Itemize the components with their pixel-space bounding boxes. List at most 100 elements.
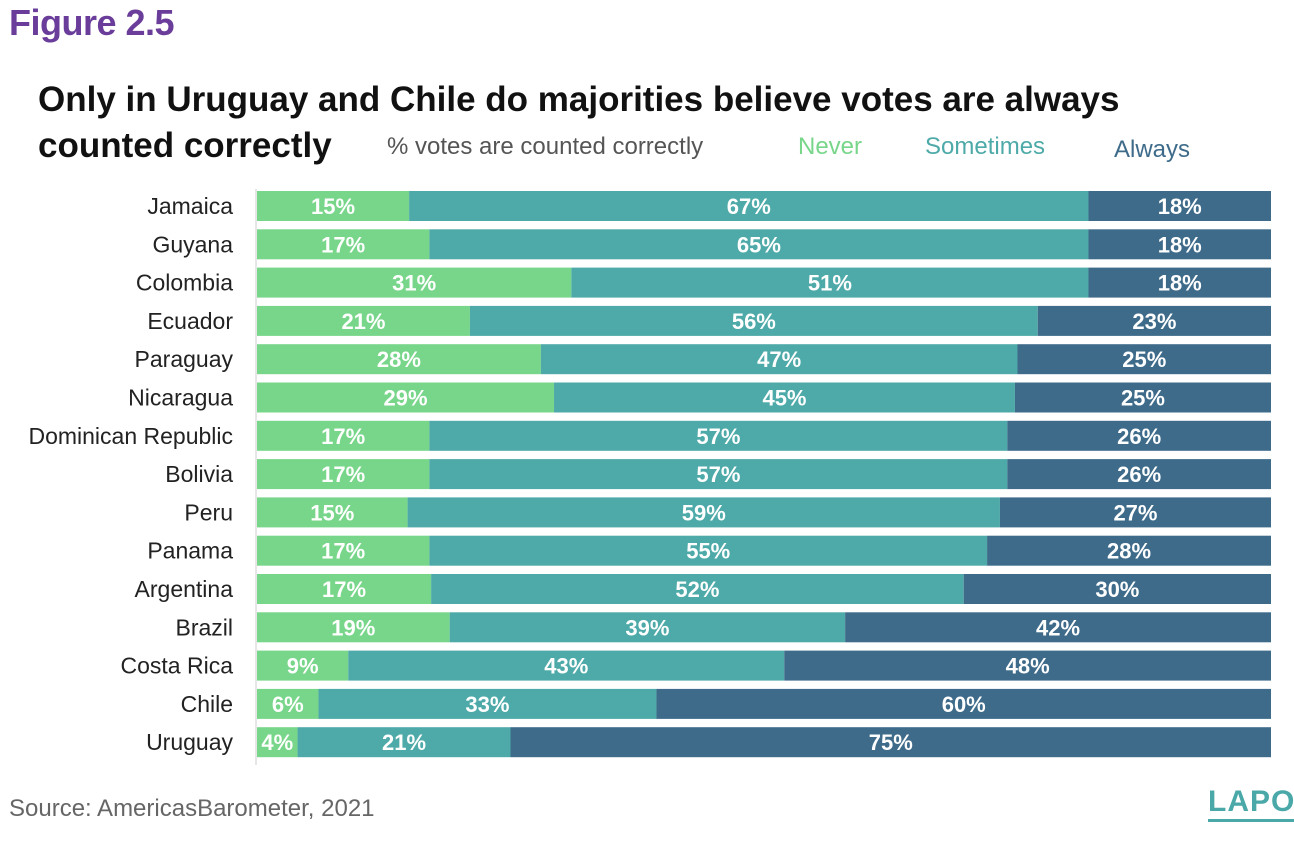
legend-item-sometimes: Sometimes <box>925 133 1046 160</box>
data-label: 4% <box>261 730 293 755</box>
data-label: 21% <box>382 730 426 755</box>
bar-segment-always <box>987 535 1271 566</box>
bar-segment-sometimes <box>571 267 1089 298</box>
data-label: 75% <box>869 730 913 755</box>
data-label: 18% <box>1158 194 1202 219</box>
data-label: 52% <box>675 577 719 602</box>
data-label: 31% <box>392 271 436 296</box>
bar-segment-always <box>1088 267 1271 298</box>
data-label: 39% <box>625 615 669 640</box>
bar-segment-sometimes <box>297 727 511 758</box>
bar-segment-always <box>784 650 1271 681</box>
data-label: 55% <box>686 539 730 564</box>
chart-title: Only in Uruguay and Chile do majorities … <box>38 80 1120 165</box>
bar-row: Costa Rica 9% 43% 48% <box>121 650 1271 681</box>
bar-segment-never <box>257 344 541 375</box>
bar-segment-never <box>257 535 430 566</box>
bar-row: Bolivia 17% 57% 26% <box>165 459 1271 490</box>
bar-segment-sometimes <box>431 574 964 604</box>
bar-segment-always <box>999 497 1271 528</box>
bar-segment-always <box>510 727 1271 758</box>
bar-segment-always <box>656 688 1271 719</box>
bar-segment-always <box>963 574 1271 604</box>
lapop-logo: LAPOP <box>1208 785 1294 822</box>
figure-label: Figure 2.5 <box>9 2 175 43</box>
stacked-bar-chart: Jamaica 15% 67% 18% Guyana 17% 65% 18% Colombia 3… <box>28 189 1271 765</box>
bar-row: Colombia 31% 51% 18% <box>136 267 1271 298</box>
category-label: Jamaica <box>147 193 233 219</box>
bar-row: Chile 6% 33% 60% <box>181 688 1271 719</box>
data-label: 57% <box>696 462 740 487</box>
data-label: 42% <box>1036 615 1080 640</box>
source-note: Source: AmericasBarometer, 2021 <box>9 795 375 822</box>
bar-row: Argentina 17% 52% 30% <box>135 574 1271 604</box>
category-label: Brazil <box>175 614 233 640</box>
category-label: Uruguay <box>146 729 233 755</box>
bar-segment-always <box>1088 229 1271 260</box>
data-label: 29% <box>383 386 427 411</box>
bar-segment-sometimes <box>554 382 1015 413</box>
data-label: 56% <box>732 309 776 334</box>
bar-segment-sometimes <box>540 344 1018 375</box>
category-label: Dominican Republic <box>28 423 233 449</box>
bar-segment-never <box>257 305 470 336</box>
bar-segment-always <box>845 612 1271 643</box>
data-label: 43% <box>544 654 588 679</box>
bar-row: Panama 17% 55% 28% <box>147 535 1271 566</box>
bar-segment-never <box>257 267 572 298</box>
data-label: 28% <box>377 347 421 372</box>
bar-segment-never <box>257 497 408 528</box>
legend-title: % votes are counted correctly <box>387 133 704 160</box>
data-label: 30% <box>1095 577 1139 602</box>
legend-item-never: Never <box>798 133 863 160</box>
bar-segment-never <box>257 229 430 260</box>
bar-row: Jamaica 15% 67% 18% <box>147 191 1271 221</box>
data-label: 26% <box>1117 424 1161 449</box>
bar-segment-always <box>1014 382 1271 413</box>
data-label: 27% <box>1113 500 1157 525</box>
bar-row: Guyana 17% 65% 18% <box>152 229 1271 260</box>
category-label: Peru <box>184 499 233 525</box>
bar-segment-sometimes <box>407 497 1000 528</box>
data-label: 25% <box>1122 347 1166 372</box>
category-label: Nicaragua <box>128 385 233 411</box>
bar-segment-never <box>257 688 319 719</box>
bar-segment-sometimes <box>429 459 1008 490</box>
data-label: 33% <box>465 692 509 717</box>
category-label: Guyana <box>152 231 233 257</box>
data-label: 18% <box>1158 232 1202 257</box>
data-label: 57% <box>696 424 740 449</box>
bar-row: Dominican Republic 17% 57% 26% <box>28 420 1271 451</box>
bar-segment-always <box>1007 459 1271 490</box>
data-label: 60% <box>942 692 986 717</box>
bar-segment-sometimes <box>429 420 1008 451</box>
bar-segment-sometimes <box>429 229 1089 260</box>
data-label: 25% <box>1121 386 1165 411</box>
data-label: 28% <box>1107 539 1151 564</box>
bar-segment-sometimes <box>348 650 785 681</box>
data-label: 45% <box>762 386 806 411</box>
data-label: 23% <box>1132 309 1176 334</box>
bar-segment-never <box>257 420 430 451</box>
data-label: 17% <box>321 232 365 257</box>
bar-row: Peru 15% 59% 27% <box>184 497 1271 528</box>
data-label: 26% <box>1117 462 1161 487</box>
data-label: 47% <box>757 347 801 372</box>
legend-item-always: Always <box>1114 136 1191 163</box>
bar-segment-never <box>257 612 450 643</box>
data-label: 19% <box>331 615 375 640</box>
bar-row: Ecuador 21% 56% 23% <box>147 305 1271 336</box>
bar-segment-sometimes <box>469 305 1038 336</box>
data-label: 17% <box>322 577 366 602</box>
category-label: Ecuador <box>147 308 233 334</box>
category-label: Panama <box>147 538 233 564</box>
data-label: 59% <box>682 500 726 525</box>
category-label: Costa Rica <box>121 653 234 679</box>
data-label: 15% <box>310 500 354 525</box>
data-label: 21% <box>341 309 385 334</box>
bar-segment-never <box>257 191 410 221</box>
bar-segment-never <box>257 382 555 413</box>
data-label: 18% <box>1158 271 1202 296</box>
bar-segment-always <box>1017 344 1271 375</box>
bar-segment-always <box>1037 305 1271 336</box>
